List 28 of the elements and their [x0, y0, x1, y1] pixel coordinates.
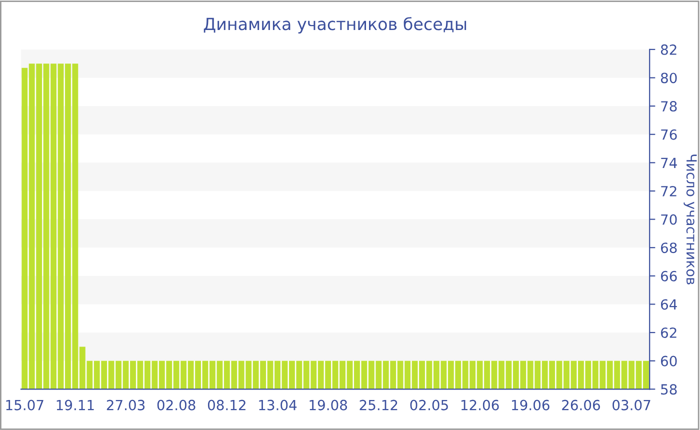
y-tick-label: 80: [660, 72, 677, 84]
y-tick-label: 62: [660, 328, 676, 338]
y-tick-label: 64: [660, 299, 677, 310]
y-tick-label: 76: [661, 129, 677, 140]
chart-title: Динамика участников беседы: [204, 17, 466, 34]
x-tick-label: 19.08: [310, 400, 348, 410]
y-tick-label: 72: [661, 186, 676, 196]
y-tick-label: 68: [660, 242, 677, 254]
x-tick-label: 12.06: [461, 400, 499, 410]
y-tick-label: 82: [660, 44, 676, 55]
x-tick-label: 02.08: [157, 400, 196, 410]
x-tick-label: 03.07: [612, 400, 650, 410]
y-tick-label: 60: [660, 356, 677, 366]
x-tick-label: 15.07: [6, 400, 44, 410]
y-tick-label: 70: [661, 214, 677, 225]
y-tick-label: 66: [660, 270, 677, 282]
x-tick-label: 25.12: [360, 400, 398, 410]
y-tick-label: 74: [661, 158, 677, 168]
y-axis-title: Число участников: [684, 154, 697, 284]
x-tick-label: 27.03: [106, 400, 145, 410]
y-tick-label: 78: [661, 101, 677, 112]
x-tick-label: 19.11: [56, 400, 94, 410]
x-tick-label: 26.06: [562, 400, 600, 410]
y-tick-label: 58: [661, 384, 677, 395]
x-tick-label: 19.06: [512, 400, 550, 410]
x-tick-label: 02.05: [410, 400, 448, 410]
x-tick-label: 08.12: [208, 400, 246, 410]
x-tick-label: 13.04: [259, 400, 297, 410]
